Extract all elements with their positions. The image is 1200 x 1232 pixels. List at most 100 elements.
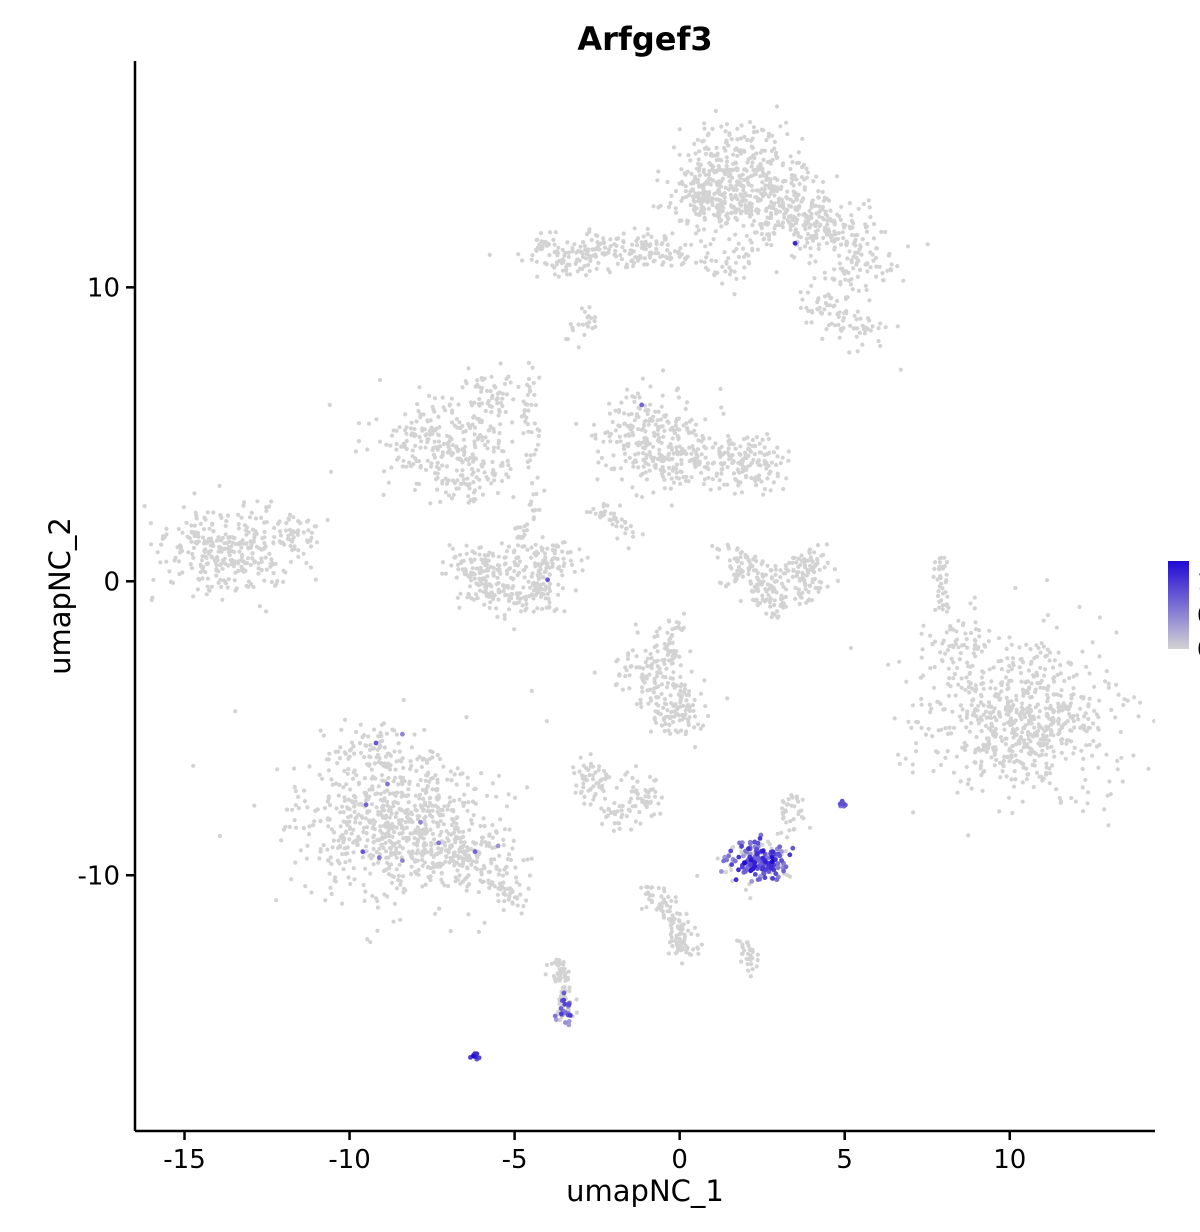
cell-point: [623, 531, 628, 536]
cell-point: [630, 485, 635, 490]
cell-point: [802, 244, 808, 249]
cell-point: [537, 242, 542, 247]
cell-point: [585, 315, 590, 320]
cell-point: [805, 231, 811, 237]
cell-point: [387, 791, 392, 796]
cell-point: [805, 290, 811, 295]
cell-point: [625, 424, 631, 429]
cell-point: [461, 430, 466, 435]
cell-point: [405, 812, 410, 817]
cell-point: [722, 195, 727, 200]
cell-point: [662, 701, 668, 706]
cell-point: [975, 708, 980, 713]
cell-point: [326, 757, 331, 762]
cell-point: [937, 599, 942, 605]
cell-point: [1021, 765, 1026, 770]
cell-point: [549, 558, 554, 563]
cell-point: [417, 434, 422, 440]
cell-point: [937, 560, 943, 565]
cell-point: [682, 687, 688, 692]
cell-point: [696, 168, 702, 173]
cell-point: [632, 399, 637, 404]
cell-point: [394, 447, 399, 452]
cell-point: [481, 863, 486, 869]
cell-point: [458, 473, 464, 478]
cell-point: [708, 182, 713, 187]
cell-point: [943, 590, 948, 595]
cell-point: [477, 570, 482, 575]
cell-point: [528, 585, 533, 590]
cell-point: [351, 827, 356, 832]
cell-point: [275, 578, 280, 584]
cell-point: [1013, 777, 1018, 782]
cell-point: [452, 826, 458, 832]
cell-point: [703, 455, 708, 460]
cell-point: [810, 198, 815, 203]
cell-point: [432, 439, 437, 444]
cell-point: [204, 592, 209, 597]
cell-point: [505, 583, 510, 589]
cell-point: [484, 475, 489, 480]
cell-point: [612, 810, 617, 815]
cell-point: [726, 167, 732, 172]
cell-point: [512, 795, 518, 800]
cell-point: [729, 210, 735, 215]
cell-point: [675, 433, 680, 439]
cell-point: [677, 713, 682, 718]
cell-point: [753, 195, 758, 200]
cell-point: [933, 607, 938, 613]
cell-point: [531, 380, 536, 386]
cell-point: [634, 414, 639, 419]
cell-point: [819, 311, 824, 316]
cell-point: [469, 847, 474, 852]
cell-point: [1041, 618, 1046, 623]
cell-point: [547, 253, 552, 258]
cell-point: [364, 825, 370, 830]
cell-point: [671, 451, 676, 456]
cell-point: [1064, 741, 1069, 746]
cell-point: [760, 180, 765, 185]
cell-point: [546, 242, 552, 247]
cell-point: [1097, 654, 1102, 659]
cell-point: [356, 421, 362, 426]
cell-point: [503, 887, 508, 892]
cell-point: [1056, 701, 1061, 706]
cell-point: [496, 872, 501, 877]
cell-point: [766, 131, 772, 136]
cell-point: [354, 773, 359, 778]
cell-point: [629, 827, 634, 832]
cell-point: [472, 557, 477, 562]
cell-point: [308, 544, 314, 549]
cell-point: [170, 580, 176, 586]
cell-point: [462, 852, 467, 857]
cell-point: [1019, 717, 1024, 722]
cell-point: [817, 214, 822, 219]
cell-point: [334, 806, 339, 811]
cell-point: [242, 561, 248, 566]
cell-point: [648, 799, 653, 804]
cell-point: [305, 519, 310, 524]
cell-point: [544, 719, 549, 724]
cell-point: [748, 193, 753, 198]
cell-point: [760, 186, 765, 191]
cell-point: [1060, 725, 1065, 730]
cell-point: [377, 756, 382, 761]
cell-point: [1081, 756, 1086, 762]
cell-point: [753, 568, 759, 573]
cell-point: [789, 253, 794, 258]
cell-point: [387, 751, 392, 756]
cell-point: [735, 147, 740, 152]
cell-point: [590, 777, 596, 782]
cell-point: [252, 535, 257, 540]
cell-point: [318, 849, 323, 854]
cell-point: [374, 417, 379, 422]
cell-point: [353, 820, 358, 825]
cell-point: [524, 898, 529, 903]
cell-point: [481, 589, 486, 594]
cell-point: [613, 683, 619, 688]
cell-point: [669, 447, 675, 452]
cell-point: [196, 576, 201, 581]
cell-point: [320, 776, 325, 781]
cell-point: [773, 567, 779, 572]
cell-point: [860, 237, 865, 242]
